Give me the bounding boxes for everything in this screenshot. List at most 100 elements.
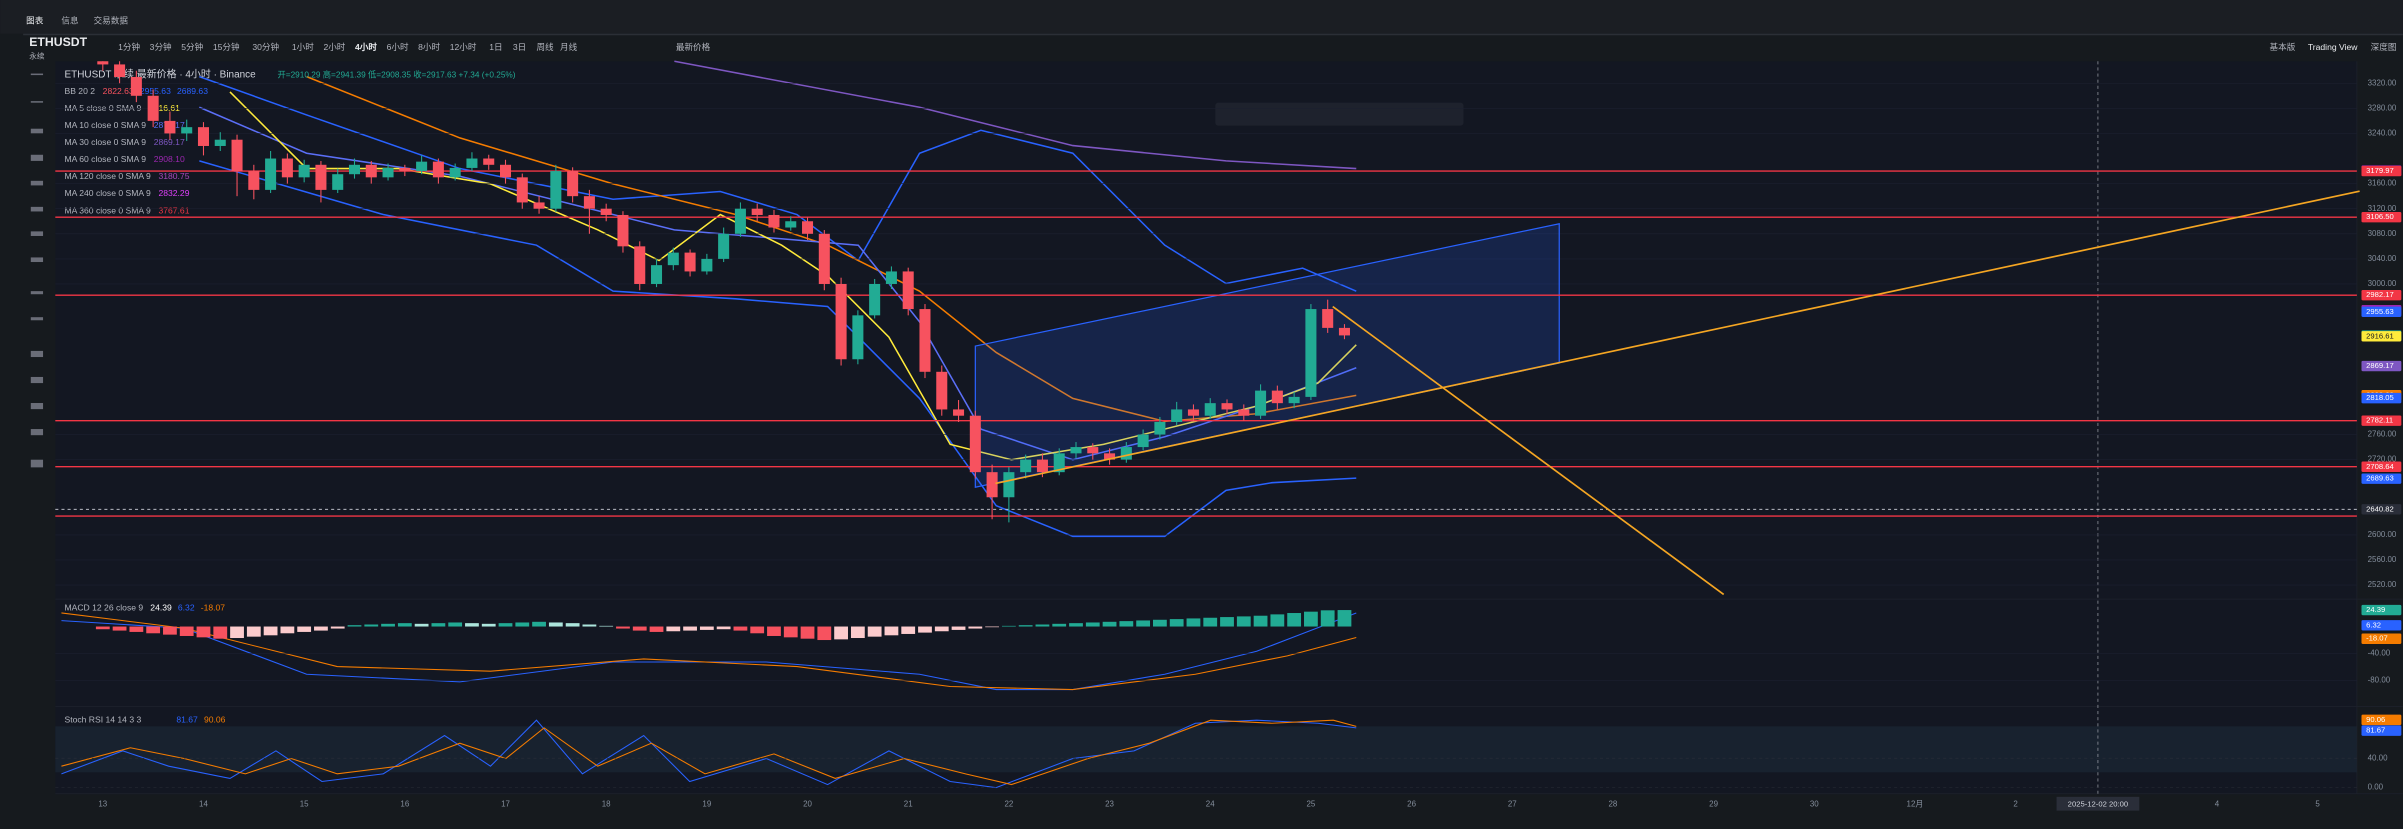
view-option[interactable]: Trading View xyxy=(2308,42,2358,52)
macd-bar xyxy=(414,623,429,627)
candle-body xyxy=(1104,453,1116,460)
tool[interactable] xyxy=(30,128,44,134)
timeframe[interactable]: 8小时 xyxy=(418,41,440,52)
tool[interactable] xyxy=(30,73,44,76)
macd-bar xyxy=(1085,622,1100,627)
x-tick-label: 13 xyxy=(98,800,107,809)
price-tag xyxy=(2361,620,2402,631)
indicator-value: 2689.63 xyxy=(177,86,208,96)
tool[interactable] xyxy=(30,154,44,161)
macd-bar xyxy=(481,623,496,627)
tool[interactable] xyxy=(30,231,44,236)
candle-body xyxy=(1322,309,1334,328)
macd-bar xyxy=(230,626,244,639)
x-tick-label: 16 xyxy=(400,800,409,809)
x-tick-label: 12月 xyxy=(1907,800,1924,809)
macd-bar xyxy=(884,626,899,636)
timeframe[interactable]: 30分钟 xyxy=(252,41,279,52)
timeframe[interactable]: 15分钟 xyxy=(213,41,240,52)
macd-bar xyxy=(1320,610,1335,627)
panel-separators xyxy=(55,61,2403,795)
candle-body xyxy=(969,415,981,473)
tool[interactable] xyxy=(30,459,44,468)
view-option[interactable]: 深度图 xyxy=(2371,41,2397,52)
price-tag xyxy=(2361,360,2402,372)
candle-body xyxy=(1003,472,1015,498)
timeframe[interactable]: 3日 xyxy=(513,42,526,52)
timeframe[interactable]: 月线 xyxy=(560,41,578,52)
timeframe[interactable]: 12小时 xyxy=(450,41,477,52)
price-tag xyxy=(2361,392,2402,404)
price-tag-label: 2955.63 xyxy=(2366,307,2394,316)
macd-bar xyxy=(280,626,295,634)
tab[interactable]: 信息 xyxy=(61,15,79,26)
candle-body xyxy=(164,120,176,134)
tool[interactable] xyxy=(30,429,44,436)
y-tick-label: 3000.00 xyxy=(2368,279,2397,288)
macd-bar xyxy=(733,626,748,631)
price-tag xyxy=(2361,473,2402,484)
macd-bar xyxy=(1102,621,1117,627)
candle-body xyxy=(936,371,948,410)
y-tick-label: 40.00 xyxy=(2368,753,2388,762)
timeframe[interactable]: 1小时 xyxy=(292,41,314,52)
candles xyxy=(97,61,1350,523)
tool[interactable] xyxy=(30,317,44,321)
stoch-readout: 90.06 xyxy=(204,714,226,724)
macd-bar xyxy=(1253,615,1268,627)
macd-bar xyxy=(968,626,983,629)
macd-bar xyxy=(1153,619,1167,627)
timeframe[interactable]: 1日 xyxy=(489,42,502,52)
candle-body xyxy=(1338,327,1350,336)
symbol[interactable]: ETHUSDT xyxy=(29,35,87,49)
candle-body xyxy=(802,221,814,234)
tab[interactable]: 图表 xyxy=(26,15,44,26)
tool[interactable] xyxy=(30,101,44,103)
candle-body xyxy=(483,158,495,165)
price-source[interactable]: 最新价格 xyxy=(676,41,711,52)
tool[interactable] xyxy=(30,376,44,384)
y-tick-label: -80.00 xyxy=(2368,676,2391,685)
x-tick-label: 27 xyxy=(1508,800,1517,809)
tool[interactable] xyxy=(30,291,44,295)
candle-body xyxy=(147,95,159,121)
candle-body xyxy=(818,233,830,284)
timeframe[interactable]: 3分钟 xyxy=(150,41,172,52)
tool[interactable] xyxy=(30,350,44,358)
tool[interactable] xyxy=(30,257,44,263)
tool[interactable] xyxy=(30,403,44,410)
timeframe[interactable]: 2小时 xyxy=(323,41,345,52)
drawing-toolbar[interactable] xyxy=(1215,102,1464,126)
macd-bar xyxy=(985,626,1000,628)
macd-bar xyxy=(213,626,228,639)
tool[interactable] xyxy=(30,180,44,186)
macd-bar xyxy=(1001,625,1016,627)
timeframe[interactable]: 5分钟 xyxy=(181,41,203,52)
candle-body xyxy=(751,208,763,215)
timeframe[interactable]: 1分钟 xyxy=(118,41,140,52)
tab[interactable]: 交易数据 xyxy=(94,15,129,26)
view-option[interactable]: 基本版 xyxy=(2270,41,2296,52)
indicator-value: 3767.61 xyxy=(158,205,189,215)
macd-bar xyxy=(179,626,194,636)
top-bar xyxy=(0,0,2403,34)
tool[interactable] xyxy=(30,206,44,212)
timeframe[interactable]: 4小时 xyxy=(355,41,377,52)
candle-body xyxy=(1187,409,1199,416)
price-tag-label: 2782.11 xyxy=(2366,416,2393,425)
candle-body xyxy=(1305,309,1317,397)
price-tag-label: -18.07 xyxy=(2366,634,2388,643)
macd-bar xyxy=(364,624,379,627)
indicator-label: MA 240 close 0 SMA 9 xyxy=(64,188,151,198)
macd-bar xyxy=(934,626,949,632)
candle-body xyxy=(1070,447,1082,454)
candle-body xyxy=(432,161,444,178)
macd-readout: 6.32 xyxy=(178,603,195,613)
x-tick-label: 2 xyxy=(2013,800,2018,809)
price-tag-label: 2708.64 xyxy=(2366,462,2394,471)
x-tick-label: 4 xyxy=(2215,800,2220,809)
y-tick-label: -40.00 xyxy=(2368,649,2391,658)
timeframe[interactable]: 周线 xyxy=(536,41,554,52)
timeframe[interactable]: 6小时 xyxy=(387,41,409,52)
macd-bar xyxy=(683,626,697,631)
